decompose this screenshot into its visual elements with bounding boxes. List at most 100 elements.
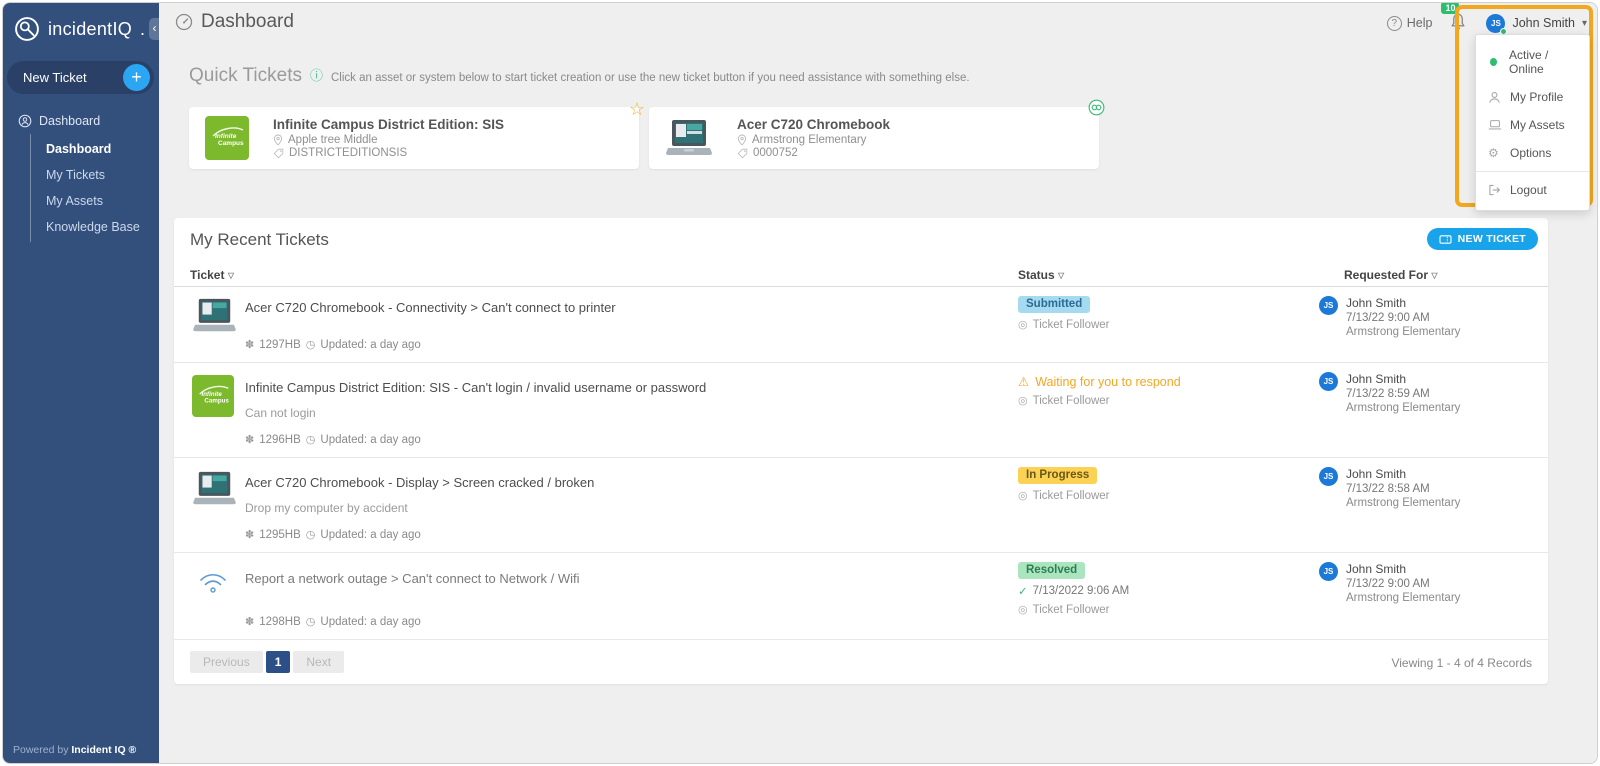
menu-item-my-assets[interactable]: My Assets bbox=[1476, 111, 1589, 139]
svg-text:Campus: Campus bbox=[204, 398, 229, 405]
user-menu-button[interactable]: JS John Smith ▾ bbox=[1486, 13, 1587, 35]
requested-date: 7/13/22 8:59 AM bbox=[1346, 388, 1430, 400]
new-ticket-sidebar-button[interactable]: New Ticket + bbox=[7, 61, 154, 94]
ticket-id-icon: ✽ bbox=[245, 616, 255, 628]
menu-item-status[interactable]: Active / Online bbox=[1476, 41, 1589, 83]
favorite-star-icon[interactable]: ☆ bbox=[628, 99, 645, 119]
user-dropdown-menu: Active / Online My Profile My Assets ⚙ O… bbox=[1475, 34, 1590, 211]
location-pin-icon bbox=[737, 134, 747, 146]
requester-location: Armstrong Elementary bbox=[1346, 402, 1461, 414]
plus-icon[interactable]: + bbox=[123, 64, 150, 91]
menu-item-logout[interactable]: Logout bbox=[1476, 176, 1589, 204]
requested-for: John Smith 7/13/22 8:59 AM Armstrong Ele… bbox=[1346, 372, 1460, 414]
sidebar-item-my-assets[interactable]: My Assets bbox=[46, 194, 103, 208]
ticket-title[interactable]: Infinite Campus District Edition: SIS - … bbox=[245, 380, 707, 395]
quick-tickets-cards: Infinite Campus Infinite Campus District… bbox=[189, 99, 1105, 169]
logo[interactable]: incidentIQ . ‹ bbox=[3, 3, 160, 53]
quick-ticket-tag: DISTRICTEDITIONSIS bbox=[289, 147, 408, 159]
ticket-follower: ◎ Ticket Follower bbox=[1018, 489, 1338, 503]
requested-for: John Smith 7/13/22 9:00 AM Armstrong Ele… bbox=[1346, 562, 1460, 604]
incidentiq-logo-icon bbox=[15, 17, 39, 41]
dashboard-gauge-icon bbox=[175, 13, 193, 31]
ticket-id-icon: ✽ bbox=[245, 529, 255, 541]
ticket-id-icon: ✽ bbox=[245, 339, 255, 351]
ticket-subtitle: Can not login bbox=[245, 406, 316, 420]
requester-name: John Smith bbox=[1346, 562, 1407, 576]
ticket-title[interactable]: Acer C720 Chromebook - Connectivity > Ca… bbox=[245, 300, 616, 315]
menu-label: My Assets bbox=[1510, 118, 1565, 132]
menu-item-my-profile[interactable]: My Profile bbox=[1476, 83, 1589, 111]
avatar: JS bbox=[1486, 13, 1508, 35]
ticket-title[interactable]: Report a network outage > Can't connect … bbox=[245, 571, 580, 586]
table-row[interactable]: Report a network outage > Can't connect … bbox=[174, 553, 1548, 640]
requested-date: 7/13/22 8:58 AM bbox=[1346, 483, 1430, 495]
topbar: Dashboard ? Help 10 JS bbox=[159, 3, 1597, 43]
quick-ticket-card-sis[interactable]: Infinite Campus Infinite Campus District… bbox=[189, 99, 645, 169]
avatar: JS bbox=[1319, 467, 1338, 486]
column-header-status[interactable]: Status ▽ bbox=[1018, 268, 1064, 282]
menu-item-options[interactable]: ⚙ Options bbox=[1476, 139, 1589, 167]
notification-badge: 10 bbox=[1441, 3, 1460, 14]
ticket-subtitle: Drop my computer by accident bbox=[245, 501, 408, 515]
quick-ticket-title[interactable]: Acer C720 Chromebook bbox=[737, 117, 891, 132]
pagination-page-1-button[interactable]: 1 bbox=[265, 651, 291, 673]
requester-location: Armstrong Elementary bbox=[1346, 592, 1461, 604]
pagination-previous-button[interactable]: Previous bbox=[190, 651, 263, 673]
sidebar-item-my-tickets[interactable]: My Tickets bbox=[46, 168, 106, 182]
help-icon: ? bbox=[1386, 15, 1402, 31]
powered-by-brand: Incident IQ ® bbox=[71, 744, 137, 756]
ticket-id: 1297HB bbox=[259, 338, 301, 351]
ticket-updated: Updated: a day ago bbox=[320, 615, 421, 628]
pagination: Previous 1 Next bbox=[190, 651, 345, 673]
pagination-next-button[interactable]: Next bbox=[293, 651, 345, 673]
table-row[interactable]: Acer C720 Chromebook - Display > Screen … bbox=[174, 458, 1548, 553]
topbar-right: ? Help 10 JS John Smith ▾ bbox=[1386, 3, 1587, 43]
my-recent-tickets-panel: My Recent Tickets NEW TICKET Ticket ▽ St… bbox=[174, 218, 1548, 684]
follower-icon: ◎ bbox=[1018, 490, 1028, 502]
sidebar-item-knowledge-base[interactable]: Knowledge Base bbox=[46, 220, 140, 234]
requested-date: 7/13/22 9:00 AM bbox=[1346, 312, 1430, 324]
ticket-follower: ◎ Ticket Follower bbox=[1018, 318, 1338, 332]
ticket-meta: ✽ 1295HB ◷ Updated: a day ago bbox=[245, 528, 421, 542]
sidebar-section-label: Dashboard bbox=[39, 114, 101, 128]
clock-icon: ◷ bbox=[305, 339, 316, 351]
follower-label: Ticket Follower bbox=[1032, 318, 1110, 331]
notifications-button[interactable]: 10 bbox=[1441, 3, 1469, 35]
sidebar-collapse-icon[interactable]: ‹ bbox=[149, 18, 160, 40]
quick-tickets-header: Quick Tickets ⓘ Click an asset or system… bbox=[189, 65, 970, 87]
column-header-requested-for[interactable]: Requested For ▽ bbox=[1344, 268, 1438, 282]
table-row[interactable]: Acer C720 Chromebook - Connectivity > Ca… bbox=[174, 287, 1548, 363]
help-button[interactable]: ? Help bbox=[1386, 15, 1433, 31]
laptop-icon bbox=[1488, 119, 1502, 131]
sort-icon: ▽ bbox=[1431, 271, 1438, 280]
follower-icon: ◎ bbox=[1018, 319, 1028, 331]
avatar: JS bbox=[1319, 296, 1338, 315]
location-pin-icon bbox=[273, 134, 283, 146]
linked-asset-icon[interactable] bbox=[1088, 99, 1105, 116]
quick-ticket-title[interactable]: Infinite Campus District Edition: SIS bbox=[273, 117, 505, 132]
sidebar-section-dashboard[interactable]: Dashboard bbox=[3, 108, 159, 134]
person-icon bbox=[1488, 91, 1502, 104]
column-header-ticket[interactable]: Ticket ▽ bbox=[190, 268, 234, 282]
page-title-text: Dashboard bbox=[201, 11, 294, 32]
quick-ticket-card-chromebook[interactable]: Acer C720 Chromebook Armstrong Elementar… bbox=[649, 99, 1105, 169]
resolved-date: ✓ 7/13/2022 9:06 AM bbox=[1018, 584, 1338, 598]
ticket-updated: Updated: a day ago bbox=[320, 528, 421, 541]
new-ticket-button[interactable]: NEW TICKET bbox=[1426, 228, 1538, 250]
sidebar-item-dashboard[interactable]: Dashboard bbox=[46, 142, 112, 156]
follower-icon: ◎ bbox=[1018, 604, 1028, 616]
quick-ticket-tag: 0000752 bbox=[753, 147, 798, 159]
requester-name: John Smith bbox=[1346, 467, 1407, 481]
user-circle-icon bbox=[18, 114, 32, 128]
asset-thumbnail-laptop bbox=[192, 470, 237, 507]
ticket-follower: ◎ Ticket Follower bbox=[1018, 394, 1338, 408]
requester-location: Armstrong Elementary bbox=[1346, 326, 1461, 338]
table-row[interactable]: Infinite Campus Infinite Campus District… bbox=[174, 363, 1548, 458]
clock-icon: ◷ bbox=[305, 434, 316, 446]
help-label: Help bbox=[1406, 16, 1433, 30]
asset-thumbnail-laptop bbox=[192, 297, 237, 334]
svg-text:Campus: Campus bbox=[218, 140, 244, 147]
ticket-title[interactable]: Acer C720 Chromebook - Display > Screen … bbox=[245, 475, 595, 490]
avatar-initials: JS bbox=[1323, 472, 1334, 481]
